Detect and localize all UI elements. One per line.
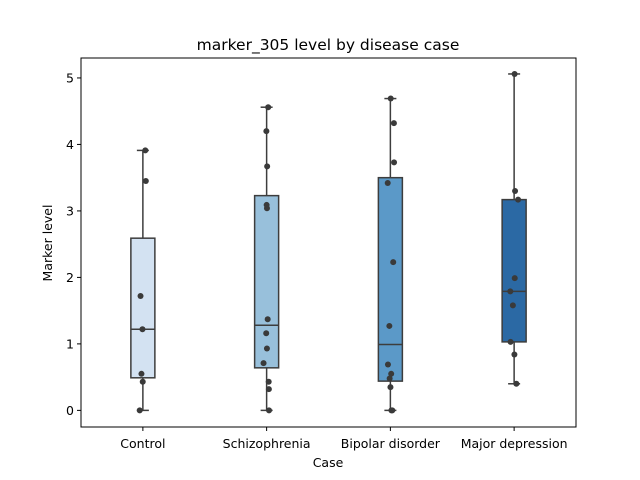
data-point (387, 384, 394, 391)
y-tick-label: 5 (66, 70, 74, 85)
data-point (260, 360, 267, 367)
data-point (390, 120, 397, 127)
y-tick-label: 1 (66, 336, 74, 351)
data-point (264, 163, 271, 170)
data-point (509, 302, 516, 309)
data-point (263, 201, 270, 208)
data-point (263, 330, 270, 337)
x-tick-label: Bipolar disorder (341, 436, 441, 451)
data-point (264, 316, 271, 323)
y-tick-label: 2 (66, 270, 74, 285)
x-axis-label: Case (313, 455, 344, 470)
data-point (139, 326, 146, 333)
data-point (387, 95, 394, 102)
data-point (511, 351, 518, 358)
data-point (265, 378, 272, 385)
data-point (507, 288, 514, 295)
box-bipolar-disorder (377, 176, 404, 382)
data-point (512, 187, 519, 194)
data-point (388, 370, 395, 377)
data-point (142, 178, 149, 184)
y-tick-label: 0 (66, 403, 74, 418)
x-tick-label: Control (120, 436, 165, 451)
chart-title: marker_305 level by disease case (197, 36, 460, 55)
plot-area: 0 1 2 3 4 5 Control Schizophrenia Bipolar disord… (66, 57, 577, 451)
data-point (263, 345, 270, 352)
box-schizophrenia (253, 194, 280, 369)
y-axis-label: Marker level (40, 205, 55, 282)
data-point (389, 407, 396, 414)
y-tick-label: 4 (66, 137, 74, 152)
data-point (511, 275, 518, 282)
data-point (136, 407, 143, 414)
box-control (130, 237, 156, 379)
box-major-depression (501, 198, 527, 343)
data-point (513, 380, 520, 387)
data-point (384, 179, 391, 186)
y-tick-label: 3 (66, 203, 74, 218)
data-point (142, 147, 149, 154)
x-tick-label: Schizophrenia (223, 436, 311, 451)
data-point (266, 407, 273, 414)
data-point (139, 378, 146, 385)
data-point (390, 259, 397, 266)
data-point (384, 361, 391, 368)
data-point (138, 370, 145, 377)
data-point (515, 196, 522, 203)
data-point (386, 322, 393, 329)
data-point (263, 128, 270, 135)
data-point (265, 104, 272, 111)
axes-frame (80, 57, 577, 428)
x-tick-label: Major depression (461, 436, 568, 451)
data-point (265, 386, 272, 393)
data-point (386, 375, 393, 382)
data-point (137, 293, 144, 300)
data-point (507, 338, 514, 345)
data-point (511, 70, 518, 77)
data-point (391, 159, 398, 166)
